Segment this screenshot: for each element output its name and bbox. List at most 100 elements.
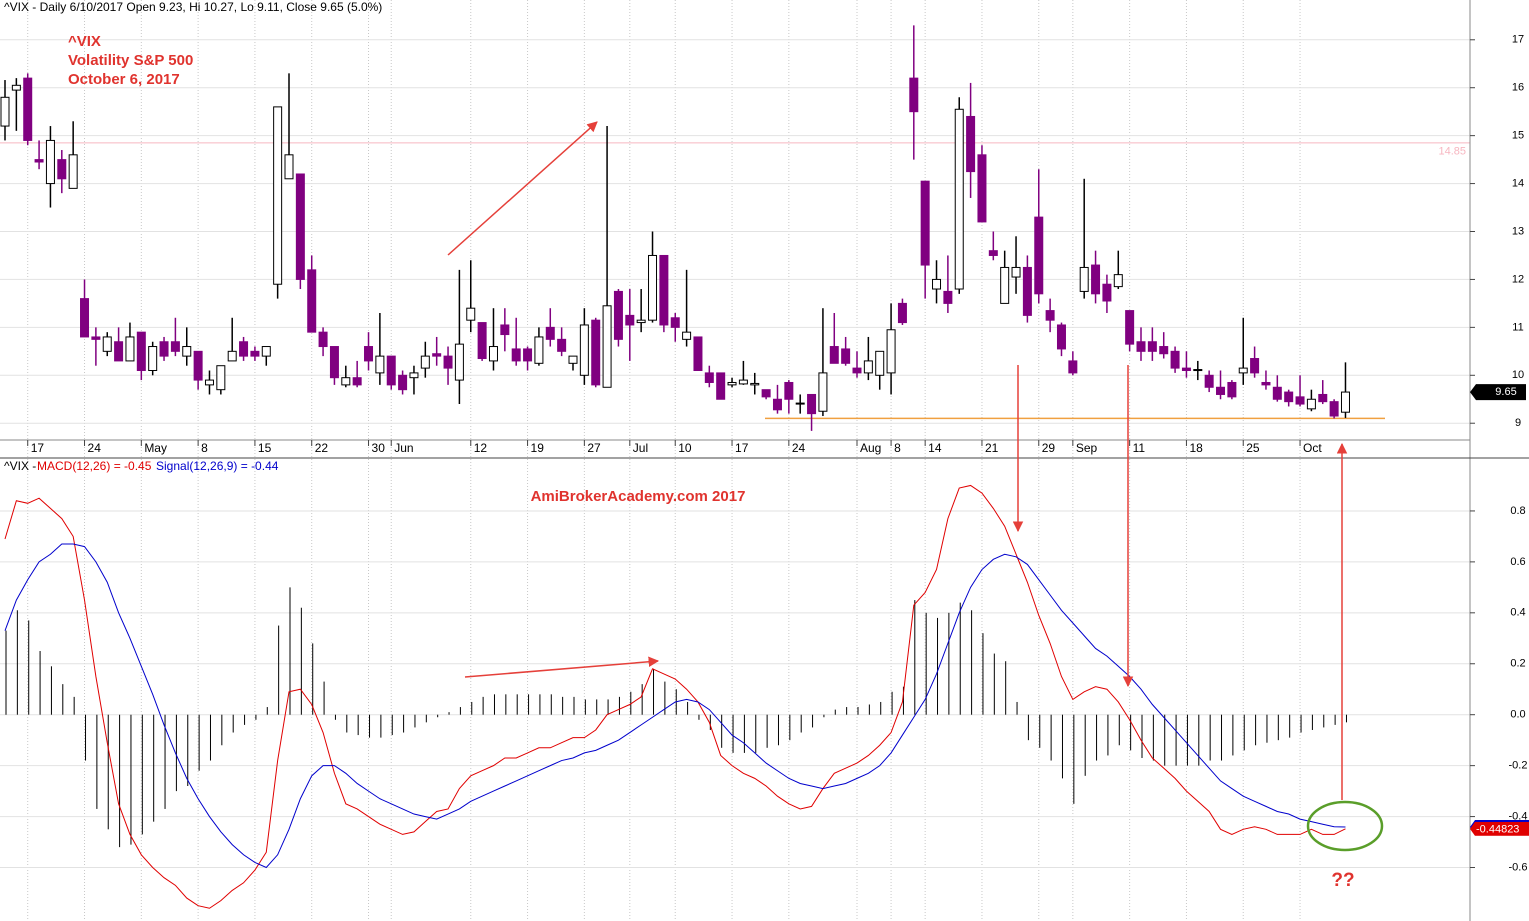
candle-body [988,250,998,256]
x-tick-label: 21 [985,441,999,455]
candle-body [45,139,55,185]
candle-body [57,159,67,180]
candle-body [886,329,896,374]
candle-body [977,154,987,223]
candle-body [841,348,851,364]
candle-body [545,326,555,340]
candle-body [761,389,771,398]
candle-body [11,84,21,91]
candle-body [1284,391,1294,403]
candle-body [682,331,692,340]
highlight-circle [1306,800,1384,852]
candle-body [375,355,385,374]
y-tick-label: 12 [1512,273,1524,285]
last-value-box: -0.44823 [1470,821,1529,836]
candle-body [125,336,135,362]
candle-body [466,307,476,321]
y-tick-label: -0.2 [1509,760,1528,772]
candle-body [636,319,646,324]
candle-body [1227,381,1237,398]
last-value-bg [1470,821,1529,836]
candle-body [1102,283,1112,302]
candle-body [68,154,78,189]
candle-body [170,341,180,352]
candle-body [863,360,873,374]
candle-body [579,324,589,376]
candle-body [659,254,669,326]
candle-body [0,96,10,127]
candle-body [136,331,146,372]
candle-body [193,350,203,381]
candle-body [1034,216,1044,295]
candle-body [500,324,510,336]
y-tick-label: 0.4 [1510,607,1525,619]
arrow [464,656,660,678]
candle-body [1011,266,1021,278]
macd-line [4,484,1346,909]
candle-body [1079,266,1089,292]
candle-body [1261,381,1271,386]
x-tick-label: Aug [860,441,881,455]
candle-body [648,254,658,321]
candle-body [159,341,169,357]
candle-body [772,398,782,411]
y-tick-label: 10 [1512,369,1524,381]
candle-body [966,115,976,173]
candle-body [1306,398,1316,410]
candle-body [738,379,748,385]
y-tick-label: 0.2 [1510,658,1525,670]
candle-body [920,180,930,266]
candle-body [432,353,442,357]
legend-entry: Signal(12,26,9) = -0.44 [156,459,279,473]
candle-body [1022,266,1032,316]
x-tick-label: 19 [531,441,545,455]
x-tick-label: Sep [1076,441,1098,455]
candle-body [1113,274,1123,288]
candle-body [704,372,714,383]
candle-body [284,154,294,180]
candle-body [273,106,283,285]
candle-body [1329,401,1339,417]
candle-body [454,343,464,381]
candle-body [386,355,396,386]
y-tick-label: 11 [1512,321,1523,333]
x-tick-label: May [144,441,167,455]
candle-body [534,336,544,364]
y-tick-label: 15 [1512,130,1524,142]
candle-body [557,338,567,352]
y-tick-label: 9 [1515,417,1521,429]
candle-body [295,173,305,280]
y-tick-label: -0.6 [1509,861,1528,873]
candle-body [1193,369,1203,372]
candle-body [114,341,124,362]
candle-body [398,374,408,391]
y-tick-label: 13 [1512,225,1524,237]
candle-body [750,382,760,386]
candle-body [80,298,90,338]
candle-body [307,269,317,333]
candle-body [1056,324,1066,350]
candle-body [1147,341,1157,352]
candle-body [795,402,805,405]
x-tick-label: 8 [201,441,208,455]
candle-body [1272,386,1282,400]
last-price-label: 9.65 [1495,386,1516,398]
candle-body [1295,396,1305,405]
watermark: AmiBrokerAcademy.com 2017 [531,488,746,505]
candle-body [1170,350,1180,369]
candle-body [182,346,192,357]
x-tick-label: 11 [1133,441,1146,455]
candle-body [443,355,453,369]
candle-body [216,365,226,391]
x-tick-label: Jul [633,441,648,455]
candle-body [1045,310,1055,321]
y-tick-label: 0.8 [1510,505,1525,517]
candle-body [818,372,828,412]
y-tick-label: 17 [1512,34,1524,46]
candle-body [1091,264,1101,295]
candle-body [875,350,885,376]
candle-body [488,346,498,362]
x-tick-label: 25 [1246,441,1260,455]
candle-body [341,377,351,386]
candle-body [1068,360,1078,374]
